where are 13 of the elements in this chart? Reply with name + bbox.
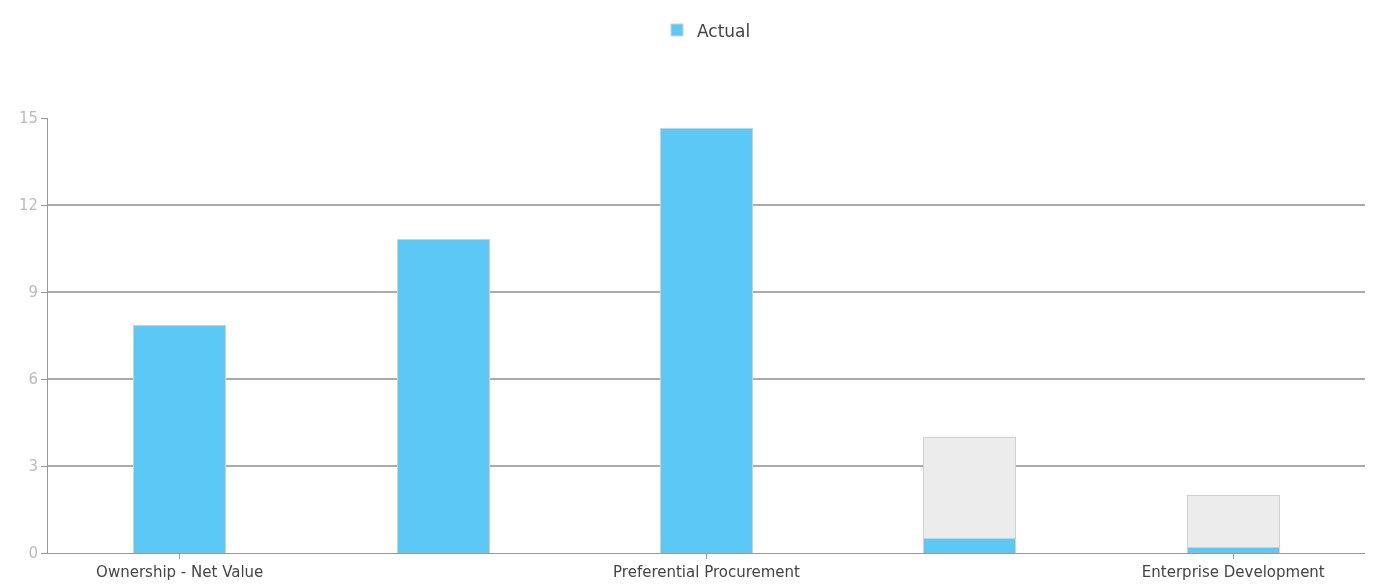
x-tick-label: Enterprise Development xyxy=(1141,563,1325,581)
bar xyxy=(133,324,227,553)
y-tick-label: 9 xyxy=(28,283,38,302)
y-tick-label: 3 xyxy=(28,457,38,476)
y-tick-label: 0 xyxy=(28,544,38,563)
bar xyxy=(396,239,490,553)
x-tick-label: Preferential Procurement xyxy=(613,563,801,581)
x-tick-label: Ownership - Net Value xyxy=(96,563,264,581)
legend-label: Actual xyxy=(697,20,751,41)
y-tick-label: 12 xyxy=(18,196,38,215)
bar xyxy=(659,127,754,553)
y-tick-label: 6 xyxy=(28,370,38,389)
y-tick-label: 15 xyxy=(18,109,38,128)
